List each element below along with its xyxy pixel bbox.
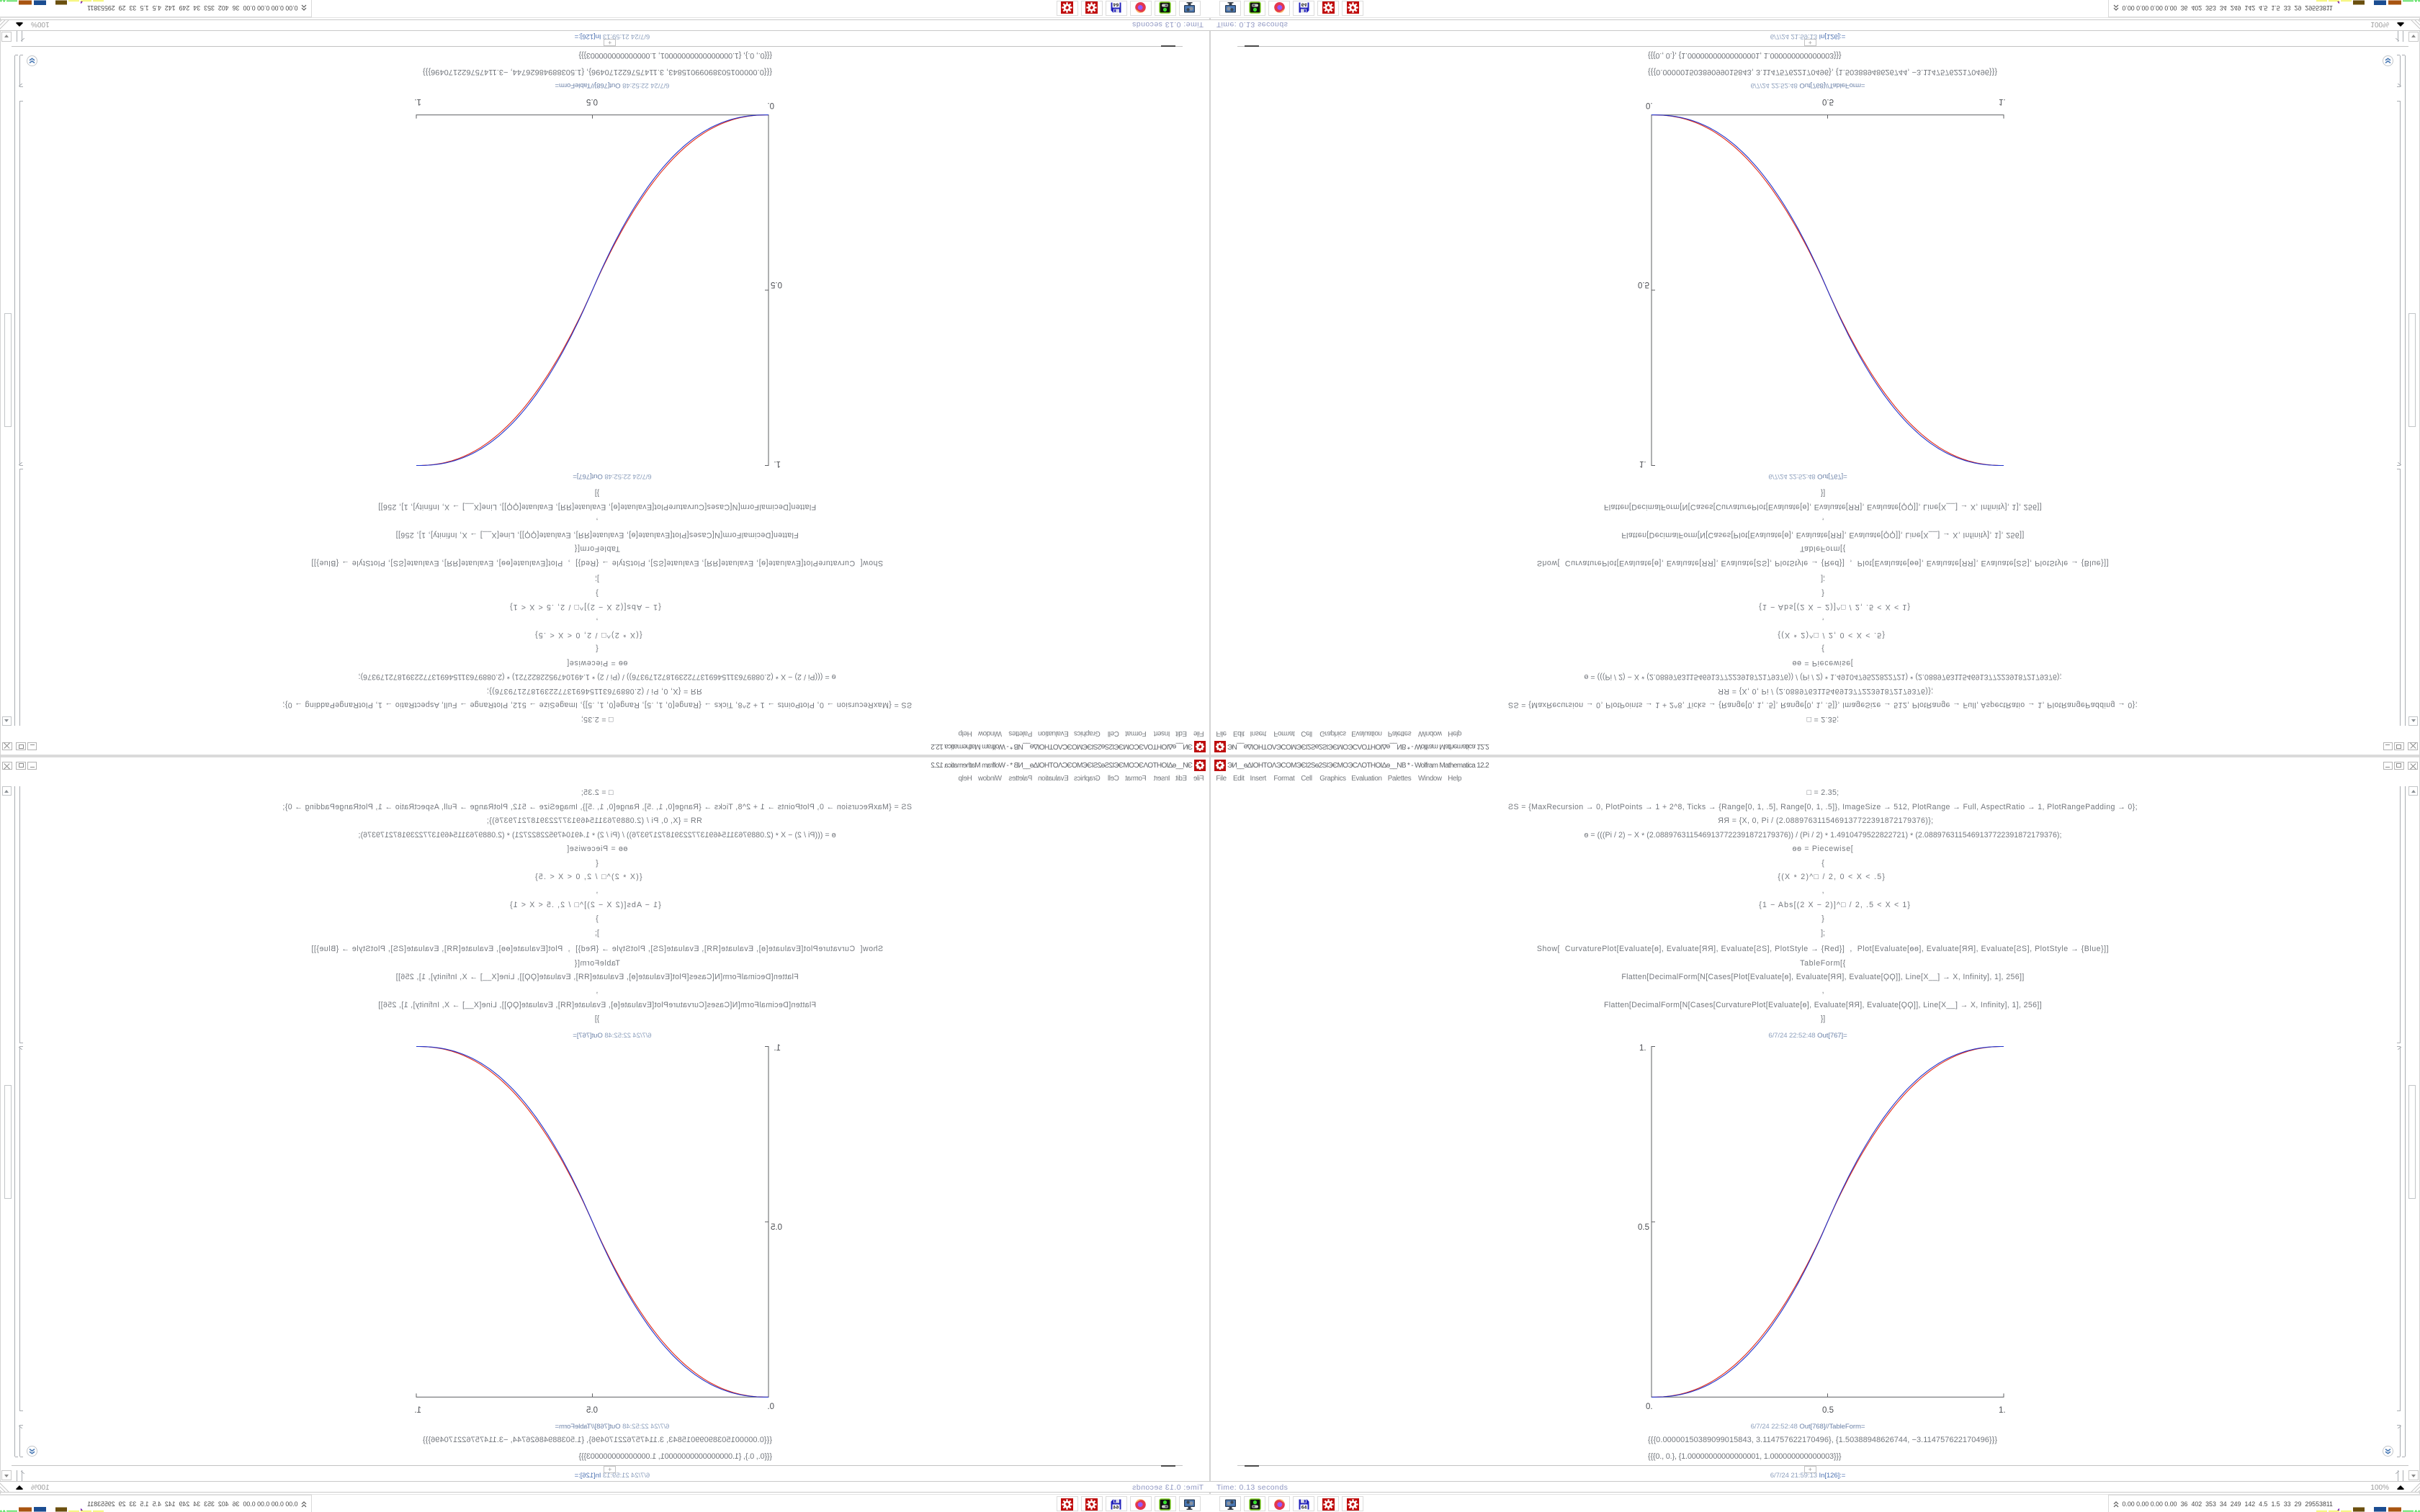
svg-text:64: 64 <box>1113 1 1119 6</box>
svg-text:0.5: 0.5 <box>771 280 782 289</box>
svg-text:0.5: 0.5 <box>586 1406 598 1415</box>
svg-text:1.: 1. <box>1639 459 1646 468</box>
svg-text:1.: 1. <box>774 1044 781 1053</box>
svg-text:1.: 1. <box>1999 97 2006 106</box>
svg-text:1.: 1. <box>414 1406 421 1415</box>
svg-text:1.: 1. <box>414 97 421 106</box>
svg-text:0.: 0. <box>1646 101 1653 109</box>
svg-text:0.5: 0.5 <box>1822 97 1834 106</box>
svg-text:64: 64 <box>1301 1 1307 6</box>
svg-text:0.5: 0.5 <box>586 97 598 106</box>
svg-text:0.: 0. <box>767 101 774 109</box>
svg-text:1.: 1. <box>1639 1044 1646 1053</box>
svg-text:0.: 0. <box>767 1403 774 1411</box>
svg-text:0.5: 0.5 <box>771 1223 782 1232</box>
svg-text:0.5: 0.5 <box>1638 280 1649 289</box>
svg-text:64: 64 <box>1301 1506 1307 1511</box>
svg-text:0.5: 0.5 <box>1822 1406 1834 1415</box>
svg-text:0.: 0. <box>1646 1403 1653 1411</box>
svg-text:1.: 1. <box>774 459 781 468</box>
svg-text:0.5: 0.5 <box>1638 1223 1649 1232</box>
svg-text:64: 64 <box>1113 1506 1119 1511</box>
svg-text:1.: 1. <box>1999 1406 2006 1415</box>
